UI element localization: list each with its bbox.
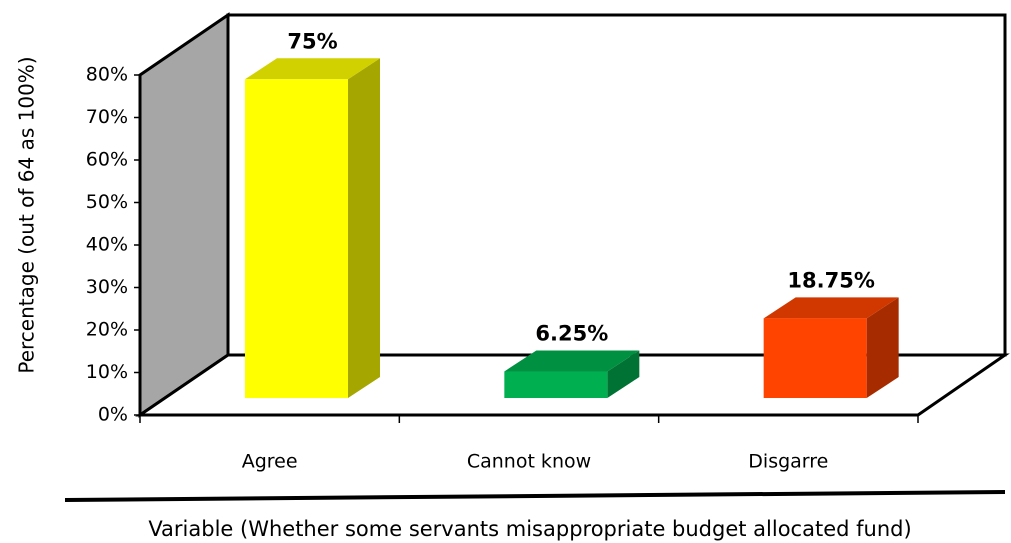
y-tick-label: 50% xyxy=(86,191,128,213)
y-axis-label: Percentage (out of 64 as 100%) xyxy=(15,56,39,373)
value-label: 75% xyxy=(287,29,337,53)
x-tick-label: Disgarre xyxy=(748,451,828,473)
y-tick-label: 70% xyxy=(86,106,128,128)
separator xyxy=(64,490,1006,502)
bar-top xyxy=(763,297,899,319)
y-tick-label: 0% xyxy=(98,404,128,426)
y-tick-label: 10% xyxy=(86,361,128,383)
y-tick-label: 80% xyxy=(86,64,128,86)
x-tick-label: Agree xyxy=(242,451,298,473)
bar-top xyxy=(504,350,640,372)
x-axis-label: Variable (Whether some servants misappro… xyxy=(148,517,911,541)
y-tick-label: 20% xyxy=(86,319,128,341)
bar-top xyxy=(245,58,380,80)
y-tick-label: 30% xyxy=(86,276,128,298)
value-label: 6.25% xyxy=(535,321,608,345)
bar-side xyxy=(348,58,380,398)
y-tick-label: 60% xyxy=(86,149,128,171)
bar-side xyxy=(607,350,640,398)
side-wall xyxy=(138,12,230,418)
y-tick-label: 40% xyxy=(86,234,128,256)
bar xyxy=(763,318,867,398)
x-tick-label: Cannot know xyxy=(467,451,591,473)
bar-side xyxy=(866,297,899,398)
bar xyxy=(245,79,348,398)
value-label: 18.75% xyxy=(787,268,874,292)
bar xyxy=(504,371,608,398)
